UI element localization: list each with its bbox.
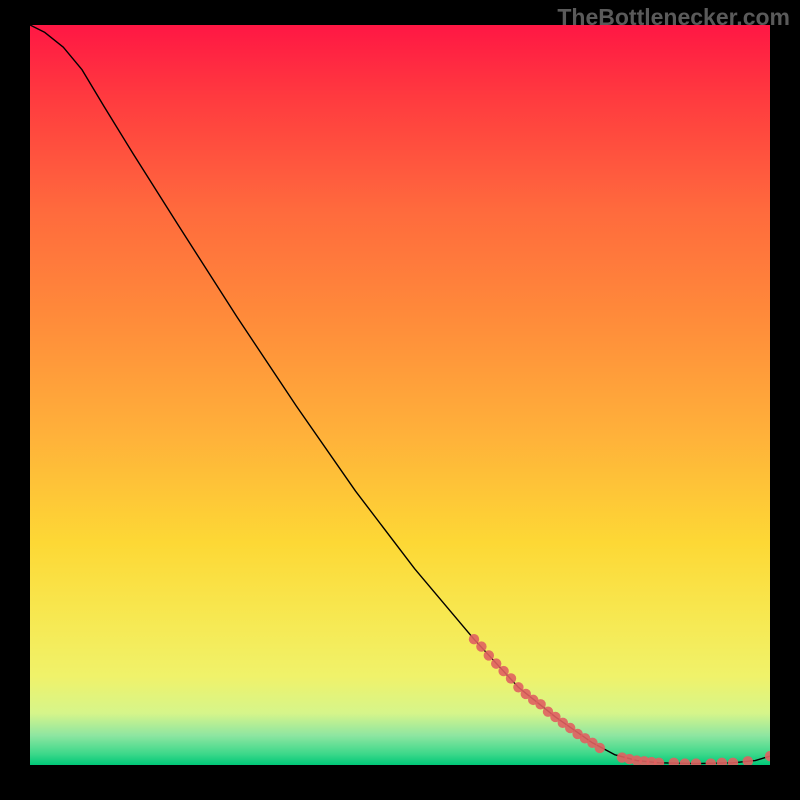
watermark-text: TheBottlenecker.com <box>557 4 790 31</box>
data-marker <box>680 758 690 765</box>
data-marker <box>765 751 770 761</box>
data-marker <box>506 673 516 683</box>
data-marker <box>717 758 727 765</box>
data-marker <box>669 758 679 765</box>
chart-svg-layer <box>30 25 770 765</box>
data-marker <box>595 743 605 753</box>
data-marker <box>728 758 738 765</box>
data-marker <box>743 756 753 765</box>
data-marker <box>476 641 486 651</box>
data-marker <box>691 758 701 765</box>
data-marker <box>535 699 545 709</box>
data-marker <box>484 650 494 660</box>
bottleneck-curve <box>30 25 770 764</box>
data-marker <box>498 666 508 676</box>
data-marker <box>469 634 479 644</box>
data-marker <box>491 658 501 668</box>
data-marker <box>706 758 716 765</box>
